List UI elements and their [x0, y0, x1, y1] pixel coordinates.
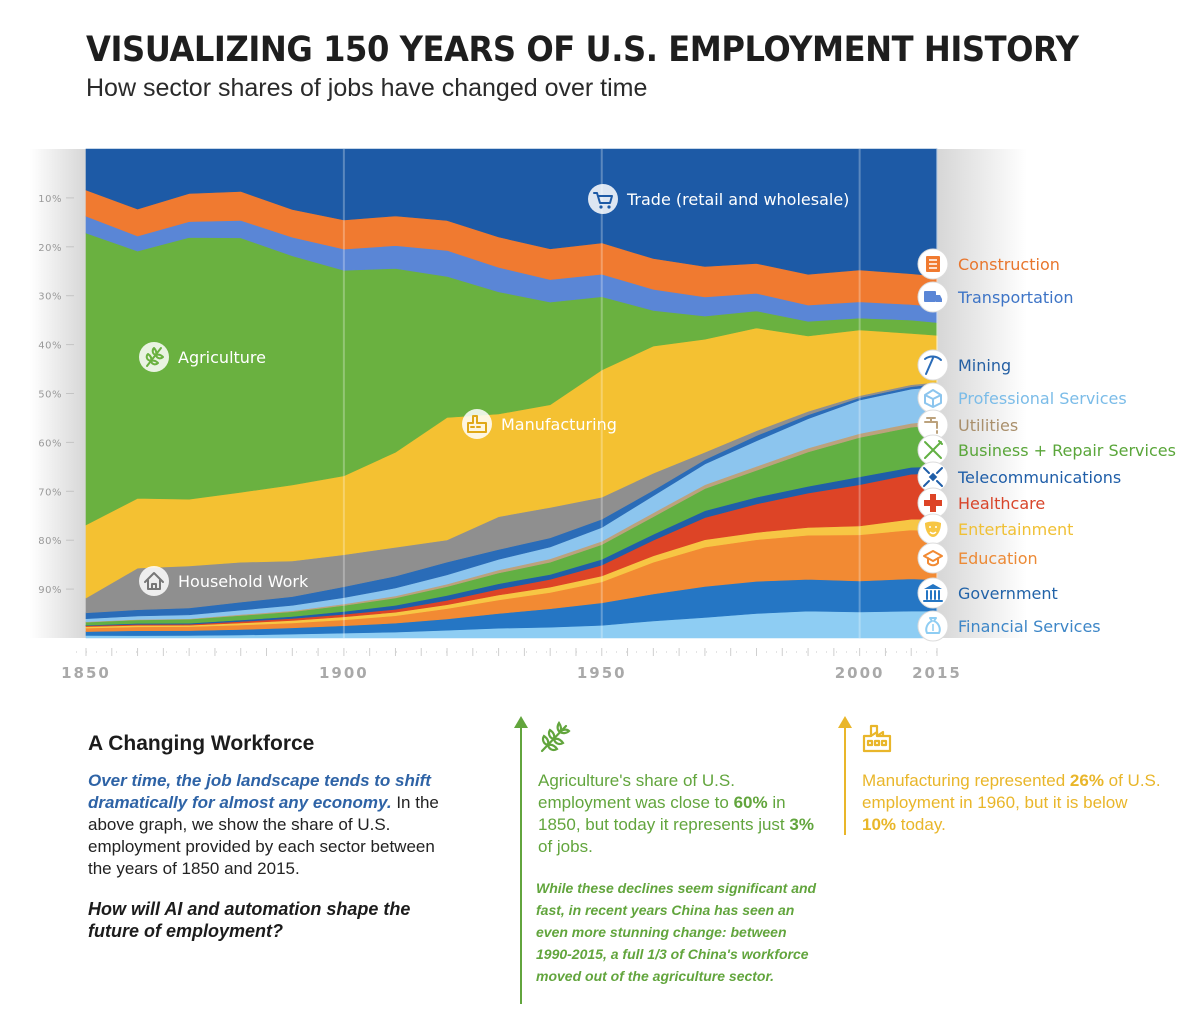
y-tick-label: 30% — [38, 292, 62, 303]
article-heading: A Changing Workforce — [88, 732, 315, 755]
trade-retail-and-wholesale-cart-icon — [593, 192, 613, 209]
in-chart-labels: Trade (retail and wholesale) Agriculture M… — [139, 184, 849, 596]
ag-value-1850: 60% — [733, 793, 768, 812]
professional-services-box-icon — [924, 389, 942, 408]
utilities-tap-icon — [924, 417, 938, 434]
x-tick-label: 1850 — [61, 664, 111, 682]
education-legend-badge — [917, 542, 949, 574]
x-tick-label: 1900 — [319, 664, 369, 682]
page-subtitle: How sector shares of jobs have changed o… — [86, 74, 648, 102]
x-tick-label: 1950 — [577, 664, 627, 682]
y-tick-label: 50% — [38, 390, 62, 401]
agriculture-china-note: While these declines seem significant an… — [536, 880, 817, 984]
factory-icon — [862, 724, 892, 753]
professional-services-legend-label: Professional Services — [958, 389, 1127, 408]
business-repair-services-legend-label: Business + Repair Services — [958, 441, 1176, 460]
y-axis-ticks: 10% 20% 30% 40% 50% 60% 70% 80% 90% — [38, 194, 74, 596]
right-legend: Construction Transportation Mining Professi… — [917, 248, 1176, 642]
mf-text-part3: today. — [896, 815, 946, 834]
mf-text-part2: of U.S. employment in 1960, but it is be… — [862, 771, 1161, 812]
x-tick-label: 2015 — [912, 664, 962, 682]
ag-text-part1: Agriculture's share of U.S. employment w… — [538, 771, 735, 812]
ag-value-today: 3% — [789, 815, 814, 834]
vertical-gridlines — [342, 149, 938, 638]
manufacturing-factory-icon — [467, 415, 487, 433]
entertainment-legend-label: Entertainment — [958, 520, 1073, 539]
manufacturing-label: Manufacturing — [501, 415, 617, 434]
article-lead: Over time, the job landscape tends to sh… — [88, 770, 458, 880]
utilities-legend-label: Utilities — [958, 416, 1018, 435]
y-tick-label: 90% — [38, 585, 62, 596]
page-title: VISUALIZING 150 YEARS OF U.S. EMPLOYMENT… — [86, 30, 1079, 70]
left-margin-band — [30, 149, 86, 638]
education-legend-label: Education — [958, 549, 1038, 568]
x-tick-label: 2000 — [835, 664, 885, 682]
household-work-house-icon — [144, 572, 164, 590]
household-work-label-badge — [139, 566, 169, 596]
government-legend-badge — [917, 577, 949, 609]
household-work-label: Household Work — [178, 572, 309, 591]
y-tick-label: 60% — [38, 438, 62, 449]
wheat-icon — [540, 721, 571, 753]
entertainment-mask-icon — [925, 521, 941, 537]
construction-building-icon — [926, 256, 940, 272]
agriculture-callout-text: Agriculture's share of U.S. employment w… — [538, 770, 828, 858]
healthcare-legend-label: Healthcare — [958, 494, 1045, 513]
mining-pick-icon — [924, 355, 942, 375]
article-question: How will AI and automation shape the fut… — [88, 899, 411, 941]
manufacturing-arrow-icon — [838, 716, 852, 728]
y-tick-label: 40% — [38, 341, 62, 352]
business-repair-services-tools-icon — [924, 440, 943, 459]
government-bank-icon — [923, 584, 943, 602]
y-tick-label: 20% — [38, 243, 62, 254]
mining-legend-label: Mining — [958, 356, 1011, 375]
y-tick-label: 70% — [38, 487, 62, 498]
manufacturing-callout-text: Manufacturing represented 26% of U.S. em… — [862, 770, 1162, 836]
mf-value-today: 10% — [862, 815, 897, 834]
transportation-truck-icon — [924, 291, 942, 302]
x-axis: 1850 1900 1950 2000 2015 — [61, 648, 962, 682]
mf-text-part1: Manufacturing represented — [862, 771, 1070, 790]
right-margin-band — [937, 149, 1027, 638]
manufacturing-callout-line — [844, 727, 846, 835]
telecommunications-legend-label: Telecommunications — [957, 468, 1121, 487]
financial-services-bag-icon — [925, 617, 941, 634]
agriculture-wheat-icon — [145, 347, 164, 367]
trade-retail-and-wholesale-label: Trade (retail and wholesale) — [626, 190, 849, 209]
employment-area-chart: 10% 20% 30% 40% 50% 60% 70% 80% 90% 1850 1900 1950… — [30, 148, 1176, 682]
agriculture-arrow-icon — [514, 716, 528, 728]
article-lead-rest: In the above graph, we show the share of… — [88, 793, 439, 878]
agriculture-label: Agriculture — [178, 348, 266, 367]
ag-text-part3: of jobs. — [538, 837, 593, 856]
financial-services-legend-label: Financial Services — [958, 617, 1101, 636]
education-cap-icon — [923, 550, 943, 567]
agriculture-callout-line — [520, 727, 522, 1004]
government-legend-label: Government — [958, 584, 1058, 603]
trade-retail-and-wholesale-label-badge — [588, 184, 618, 214]
healthcare-cross-icon — [924, 494, 942, 512]
transportation-legend-label: Transportation — [957, 288, 1074, 307]
mf-value-1960: 26% — [1069, 771, 1104, 790]
y-tick-label: 10% — [38, 194, 62, 205]
mining-legend-badge — [917, 349, 949, 381]
article-lead-highlight: Over time, the job landscape tends to sh… — [88, 771, 431, 812]
area-layers — [85, 148, 938, 639]
ag-text-part2: in 1850, but today it represents just — [538, 793, 790, 834]
y-tick-label: 80% — [38, 536, 62, 547]
construction-legend-label: Construction — [958, 255, 1060, 274]
